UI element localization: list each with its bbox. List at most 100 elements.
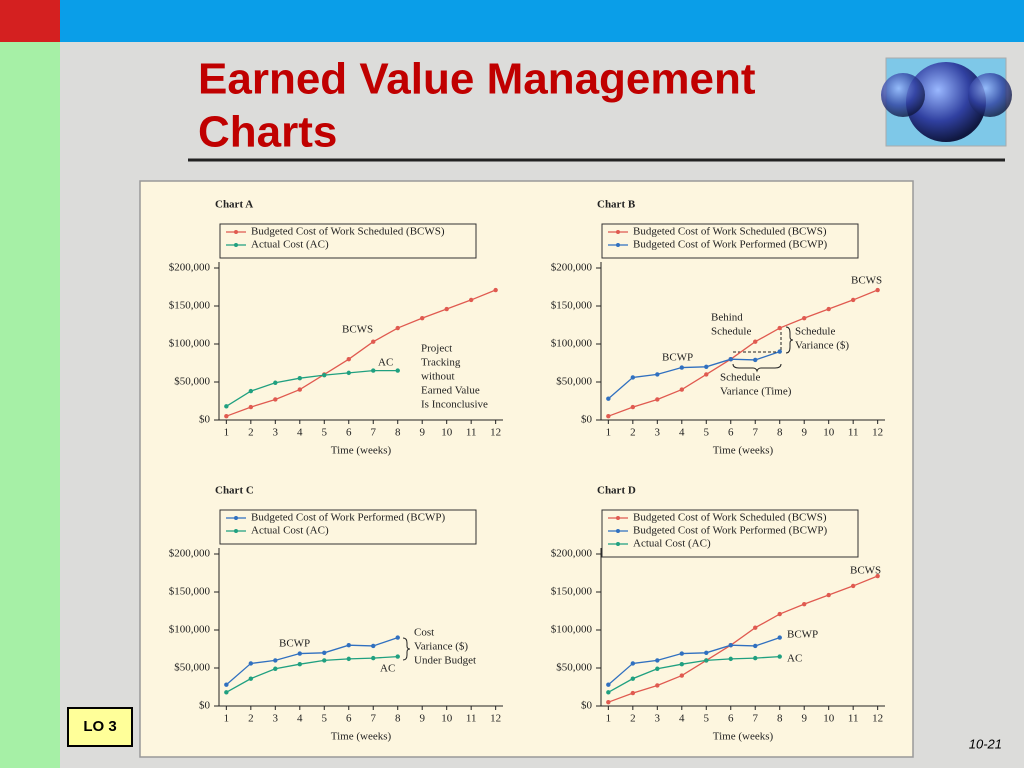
series-line xyxy=(608,289,878,417)
slide-title: Earned Value Management xyxy=(198,55,756,104)
x-tick-label: 8 xyxy=(777,427,783,439)
legend-label: Budgeted Cost of Work Performed (BCWP) xyxy=(251,512,445,524)
data-point xyxy=(248,388,254,394)
x-tick-label: 11 xyxy=(466,713,477,725)
badge-box xyxy=(67,707,133,747)
x-tick-label: 4 xyxy=(297,427,303,439)
data-point xyxy=(728,357,733,362)
x-tick-label: 4 xyxy=(679,713,685,725)
x-tick-label: 1 xyxy=(224,427,230,439)
data-point xyxy=(371,643,376,649)
data-point xyxy=(655,683,660,688)
data-point xyxy=(777,654,782,659)
x-tick-label: 6 xyxy=(346,713,352,725)
top-bar xyxy=(60,0,1024,42)
x-tick-label: 1 xyxy=(606,713,612,725)
y-tick-label: $100,000 xyxy=(551,624,593,636)
x-tick-label: 12 xyxy=(872,713,883,725)
data-point xyxy=(826,306,831,312)
annotation: AC xyxy=(787,653,802,665)
data-point xyxy=(802,315,807,321)
x-tick-label: 5 xyxy=(322,713,328,725)
x-tick-label: 2 xyxy=(630,427,636,439)
data-point xyxy=(273,380,278,385)
legend-box xyxy=(219,509,477,545)
data-point xyxy=(346,643,351,648)
annotation: Is Inconclusive xyxy=(421,399,488,411)
legend-box xyxy=(601,509,859,558)
x-tick-label: 3 xyxy=(655,713,661,725)
annotation: Under Budget xyxy=(414,655,476,667)
y-tick-label: $0 xyxy=(581,700,593,712)
data-point xyxy=(630,661,636,666)
data-point xyxy=(371,655,376,661)
x-tick-label: 2 xyxy=(248,713,254,725)
data-point xyxy=(753,655,758,661)
y-tick-label: $150,000 xyxy=(169,300,211,312)
data-point xyxy=(322,658,327,663)
data-point xyxy=(704,658,709,663)
data-point xyxy=(395,635,400,640)
data-point xyxy=(322,650,327,655)
annotation: Tracking xyxy=(421,357,461,369)
data-point xyxy=(371,339,376,344)
data-point xyxy=(679,651,684,656)
data-point xyxy=(346,370,351,376)
data-point xyxy=(728,656,733,662)
data-point xyxy=(630,375,636,380)
legend-box xyxy=(219,223,477,259)
series-line xyxy=(608,655,780,693)
data-point xyxy=(826,592,831,598)
data-point xyxy=(606,690,611,695)
legend-marker xyxy=(234,529,238,533)
annotation: Schedule xyxy=(795,326,835,338)
legend-marker xyxy=(234,230,238,234)
y-tick-label: $150,000 xyxy=(169,586,211,598)
series-line xyxy=(608,575,878,703)
legend-marker xyxy=(616,230,620,234)
legend-marker xyxy=(616,243,620,247)
chart-title: Chart B xyxy=(597,199,636,211)
y-tick-label: $200,000 xyxy=(169,548,211,560)
legend-marker xyxy=(616,516,620,520)
data-point xyxy=(248,404,254,410)
series-line xyxy=(226,655,398,693)
data-point xyxy=(606,700,611,705)
legend-label: Actual Cost (AC) xyxy=(633,538,711,550)
data-point xyxy=(468,297,474,303)
y-tick-label: $50,000 xyxy=(556,662,592,674)
x-tick-label: 8 xyxy=(395,713,401,725)
annotation: Variance ($) xyxy=(414,641,468,653)
data-point xyxy=(875,287,880,293)
annotation: BCWP xyxy=(279,638,310,650)
x-tick-label: 10 xyxy=(441,713,453,725)
data-point xyxy=(346,656,351,662)
annotation: BCWP xyxy=(662,352,693,364)
x-tick-label: 4 xyxy=(679,427,685,439)
legend-marker xyxy=(234,516,238,520)
data-point xyxy=(655,397,660,402)
legend-box xyxy=(601,223,859,259)
x-tick-label: 8 xyxy=(777,713,783,725)
x-tick-label: 7 xyxy=(370,427,376,439)
data-point xyxy=(420,315,425,321)
legend-label: Budgeted Cost of Work Performed (BCWP) xyxy=(633,239,827,251)
series-line xyxy=(607,636,780,686)
data-point xyxy=(753,339,758,344)
data-point xyxy=(777,611,782,617)
data-point xyxy=(395,368,400,373)
x-tick-label: 9 xyxy=(419,427,425,439)
x-tick-label: 12 xyxy=(872,427,883,439)
x-tick-label: 12 xyxy=(490,427,501,439)
x-tick-label: 5 xyxy=(704,427,710,439)
legend-label: Budgeted Cost of Work Scheduled (BCWS) xyxy=(251,226,445,238)
annotation: AC xyxy=(378,357,393,369)
y-tick-label: $100,000 xyxy=(551,338,593,350)
data-point xyxy=(655,666,660,671)
x-tick-label: 5 xyxy=(704,713,710,725)
chart-title: Chart C xyxy=(215,485,254,497)
legend-marker xyxy=(616,529,620,533)
data-point xyxy=(297,376,302,381)
annotation: AC xyxy=(380,663,395,675)
annotation: Behind xyxy=(711,312,743,324)
